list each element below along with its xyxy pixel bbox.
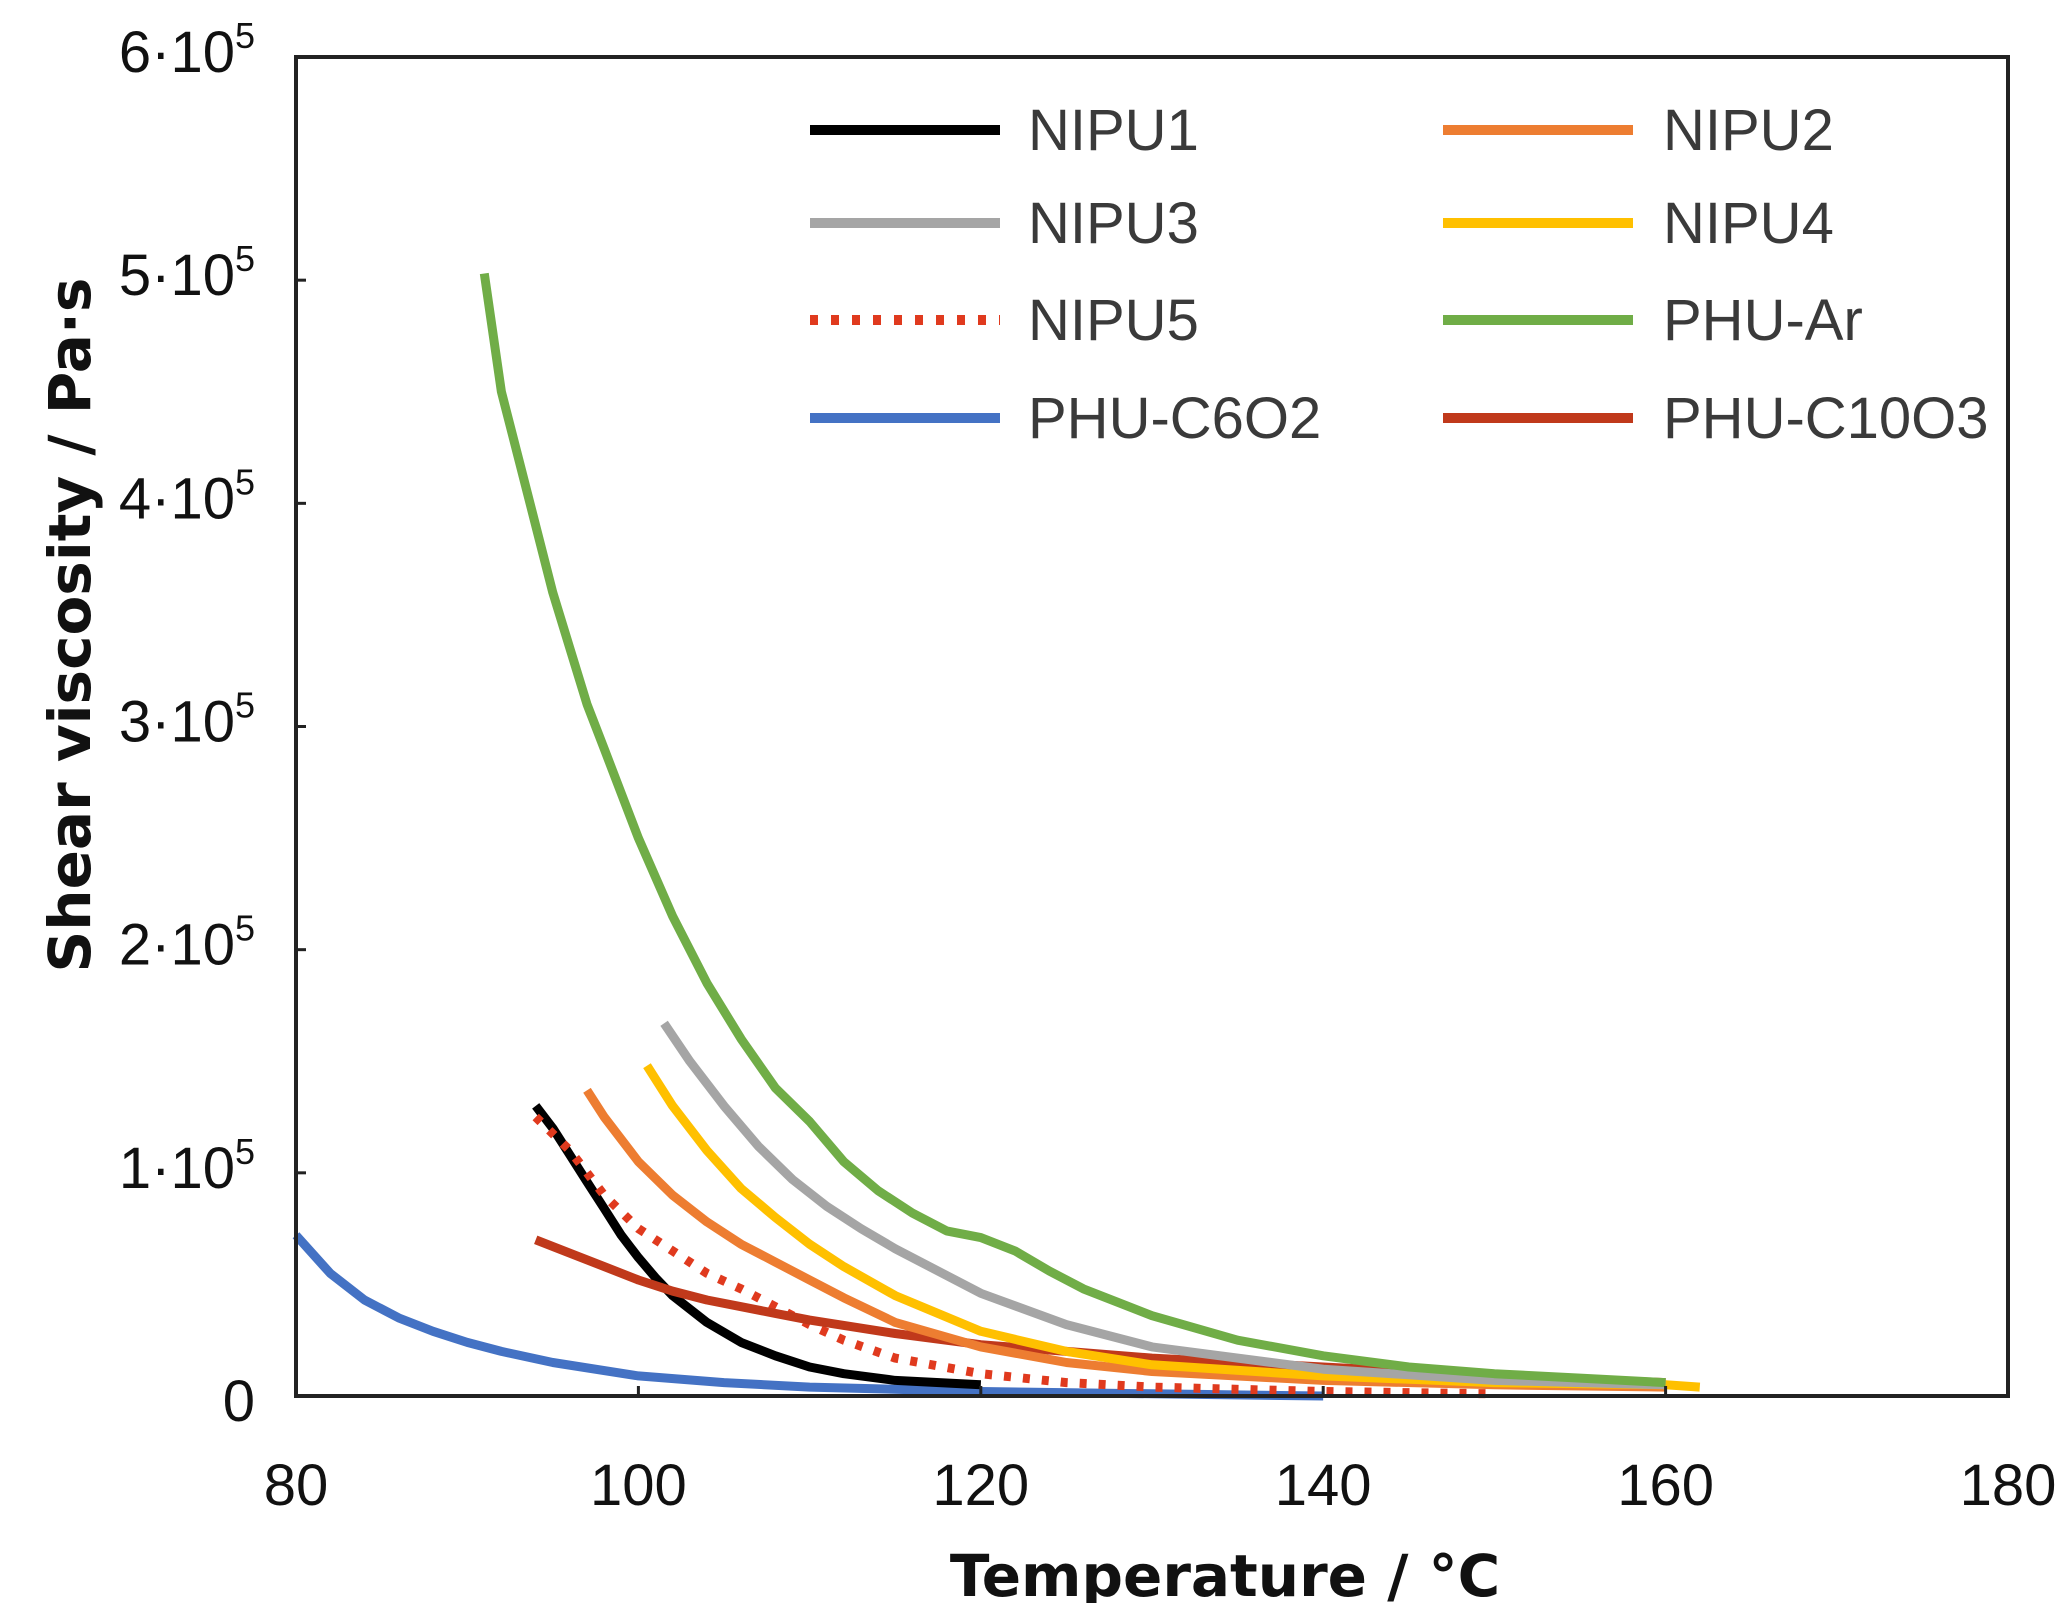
plot-frame (294, 55, 2010, 1398)
legend-label-nipu4: NIPU4 (1663, 191, 1834, 256)
legend-label-nipu3: NIPU3 (1028, 191, 1199, 256)
series-line-nipu2 (583, 1087, 1666, 1392)
y-tick-label: 2·105 (119, 908, 255, 978)
x-tick-label: 180 (1960, 1453, 2057, 1518)
x-tick-label: 160 (1617, 1453, 1714, 1518)
y-tick-label: 6·105 (119, 15, 255, 85)
series-line-phu-ar (479, 272, 1666, 1388)
series-line-nipu3 (660, 1020, 1666, 1390)
y-tick-base: 4·10 (119, 466, 235, 531)
y-tick-exponent: 5 (235, 461, 255, 502)
series-layer (292, 272, 1701, 1401)
x-tick-label: 80 (264, 1453, 329, 1518)
y-tick-exponent: 5 (235, 238, 255, 279)
y-tick-base: 3·10 (119, 690, 235, 755)
x-tick-label: 140 (1275, 1453, 1372, 1518)
y-tick-base: 6·10 (119, 20, 235, 85)
y-tick-label: 0 (223, 1369, 255, 1434)
y-tick-label: 3·105 (119, 685, 255, 755)
legend-label-nipu5: NIPU5 (1028, 288, 1199, 353)
y-tick-label: 4·105 (119, 461, 255, 531)
y-tick-exponent: 5 (235, 15, 255, 56)
y-axis-title: Shear viscosity / Pa·s (36, 278, 104, 973)
y-tick-label: 5·105 (119, 238, 255, 308)
legend-label-phu-ar: PHU-Ar (1663, 288, 1863, 353)
y-tick-base: 1·10 (119, 1136, 235, 1201)
series-line-phu-c6o2 (292, 1232, 1324, 1401)
y-tick-base: 5·10 (119, 243, 235, 308)
x-axis-title: Temperature / °C (950, 1542, 1500, 1603)
legend-label-phu-c10o3: PHU-C10O3 (1663, 386, 1989, 451)
y-tick-exponent: 5 (235, 685, 255, 726)
x-axis-ticks: 80 100 120 140 160 180 (264, 1386, 2057, 1518)
y-tick-exponent: 5 (235, 908, 255, 949)
legend-label-phu-c6o2: PHU-C6O2 (1028, 386, 1321, 451)
legend-label-nipu2: NIPU2 (1663, 98, 1834, 163)
y-tick-exponent: 5 (235, 1131, 255, 1172)
y-tick-label: 1·105 (119, 1131, 255, 1201)
y-tick-base: 0 (223, 1369, 255, 1434)
x-tick-label: 100 (590, 1453, 687, 1518)
y-tick-base: 2·10 (119, 913, 235, 978)
x-tick-label: 120 (932, 1453, 1029, 1518)
legend-label-nipu1: NIPU1 (1028, 98, 1199, 163)
legend: NIPU1 NIPU3 NIPU5 PHU-C6O2 NIPU2 NIPU4 PHU-Ar P… (810, 98, 1989, 451)
